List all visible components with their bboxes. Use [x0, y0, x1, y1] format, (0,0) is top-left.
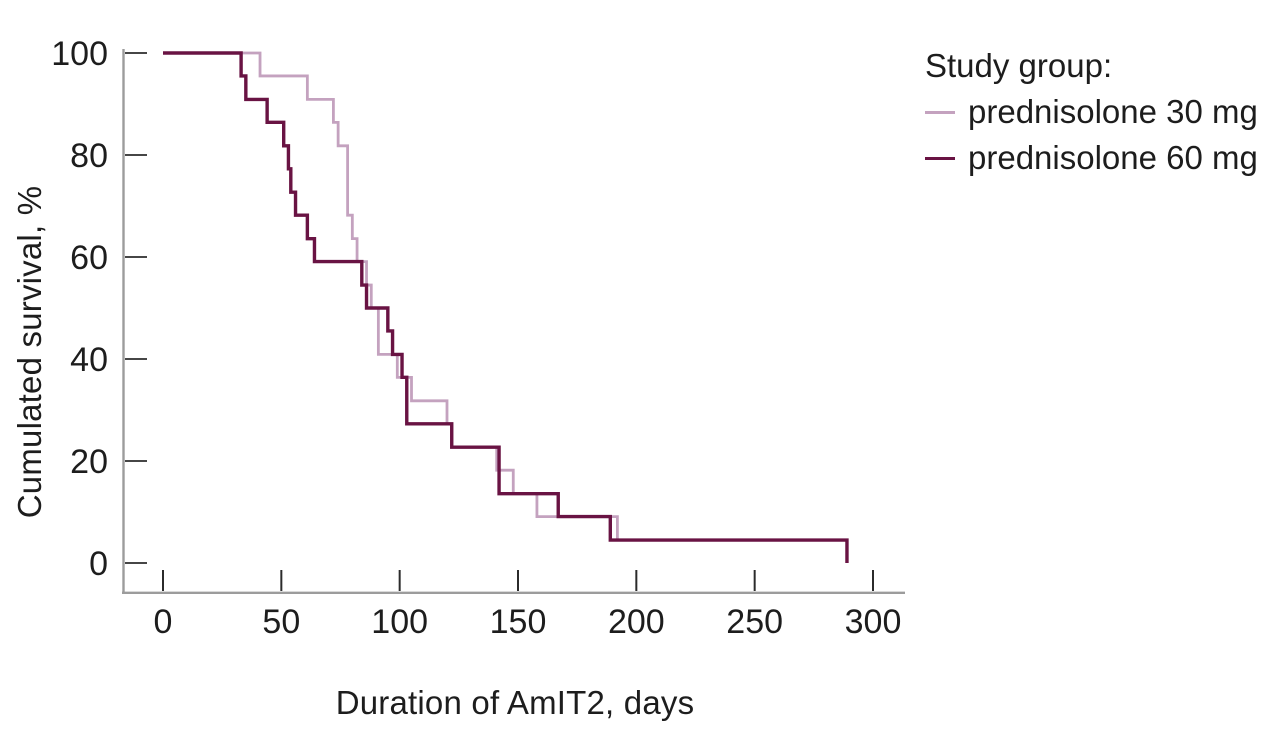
x-tick-label-0: 0	[154, 603, 173, 641]
curve-prednisolone-30-mg	[163, 51, 847, 542]
x-tick-label-50: 50	[262, 603, 300, 641]
legend-item-prednisolone-30mg: prednisolone 30 mg	[925, 93, 1258, 131]
x-tick-label-100: 100	[371, 603, 428, 641]
x-tick-label-250: 250	[726, 603, 783, 641]
legend-label-60mg: prednisolone 60 mg	[968, 139, 1258, 176]
y-tick-label-40: 40	[70, 341, 108, 379]
y-tick-label-20: 20	[70, 443, 108, 481]
x-tick-label-300: 300	[845, 603, 902, 641]
legend-swatch-60mg-line	[925, 156, 955, 160]
legend-item-prednisolone-60mg: prednisolone 60 mg	[925, 139, 1258, 177]
y-tick-label-60: 60	[70, 239, 108, 277]
x-axis-title: Duration of AmIT2, days	[335, 684, 695, 721]
legend-label-30mg: prednisolone 30 mg	[968, 93, 1258, 130]
y-tick-label-100: 100	[51, 35, 108, 73]
legend: Study group: prednisolone 30 mg predniso…	[925, 47, 1258, 177]
x-tick-label-150: 150	[490, 603, 547, 641]
y-tick-label-80: 80	[70, 137, 108, 175]
x-tick-label-200: 200	[608, 603, 665, 641]
y-axis-title: Cumulated survival, %	[11, 185, 48, 519]
legend-title: Study group:	[925, 47, 1113, 84]
curve-prednisolone-60-mg	[163, 51, 849, 563]
y-tick-label-0: 0	[89, 545, 108, 583]
legend-swatch-30mg-line	[925, 110, 955, 114]
